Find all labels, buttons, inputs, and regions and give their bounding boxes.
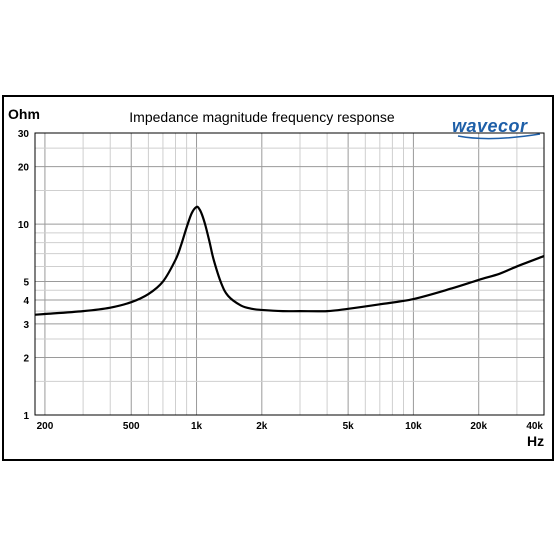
y-tick-label: 5 xyxy=(23,278,29,289)
x-tick-label: 500 xyxy=(123,421,140,432)
wavecor-logo: wavecor xyxy=(452,116,541,140)
y-tick-label: 30 xyxy=(18,129,30,140)
y-axis-label: Ohm xyxy=(8,106,40,122)
x-axis-label: Hz xyxy=(527,433,544,449)
x-tick-label: 2k xyxy=(256,421,268,432)
chart-frame xyxy=(2,95,554,461)
x-tick-label: 5k xyxy=(343,421,355,432)
grid xyxy=(35,133,544,415)
y-tick-labels: 1 2 3 4 5 10 20 30 xyxy=(18,129,30,422)
x-tick-label: 20k xyxy=(470,421,487,432)
y-tick-label: 1 xyxy=(23,411,29,422)
chart-title: Impedance magnitude frequency response xyxy=(129,109,395,125)
y-tick-label: 4 xyxy=(23,296,29,307)
y-tick-label: 20 xyxy=(18,163,30,174)
x-tick-label: 200 xyxy=(37,421,54,432)
plot-border xyxy=(34,132,545,416)
x-tick-label: 1k xyxy=(191,421,203,432)
y-tick-label: 10 xyxy=(18,220,30,231)
logo-swoosh-icon xyxy=(457,133,541,140)
logo-text: wavecor xyxy=(452,116,528,136)
x-tick-labels: 200 500 1k 2k 5k 10k 20k 40k xyxy=(37,421,544,432)
x-tick-label: 40k xyxy=(526,421,543,432)
y-tick-label: 3 xyxy=(23,320,29,331)
y-tick-label: 2 xyxy=(23,354,29,365)
series-line-impedance xyxy=(34,205,545,316)
x-tick-label: 10k xyxy=(405,421,422,432)
